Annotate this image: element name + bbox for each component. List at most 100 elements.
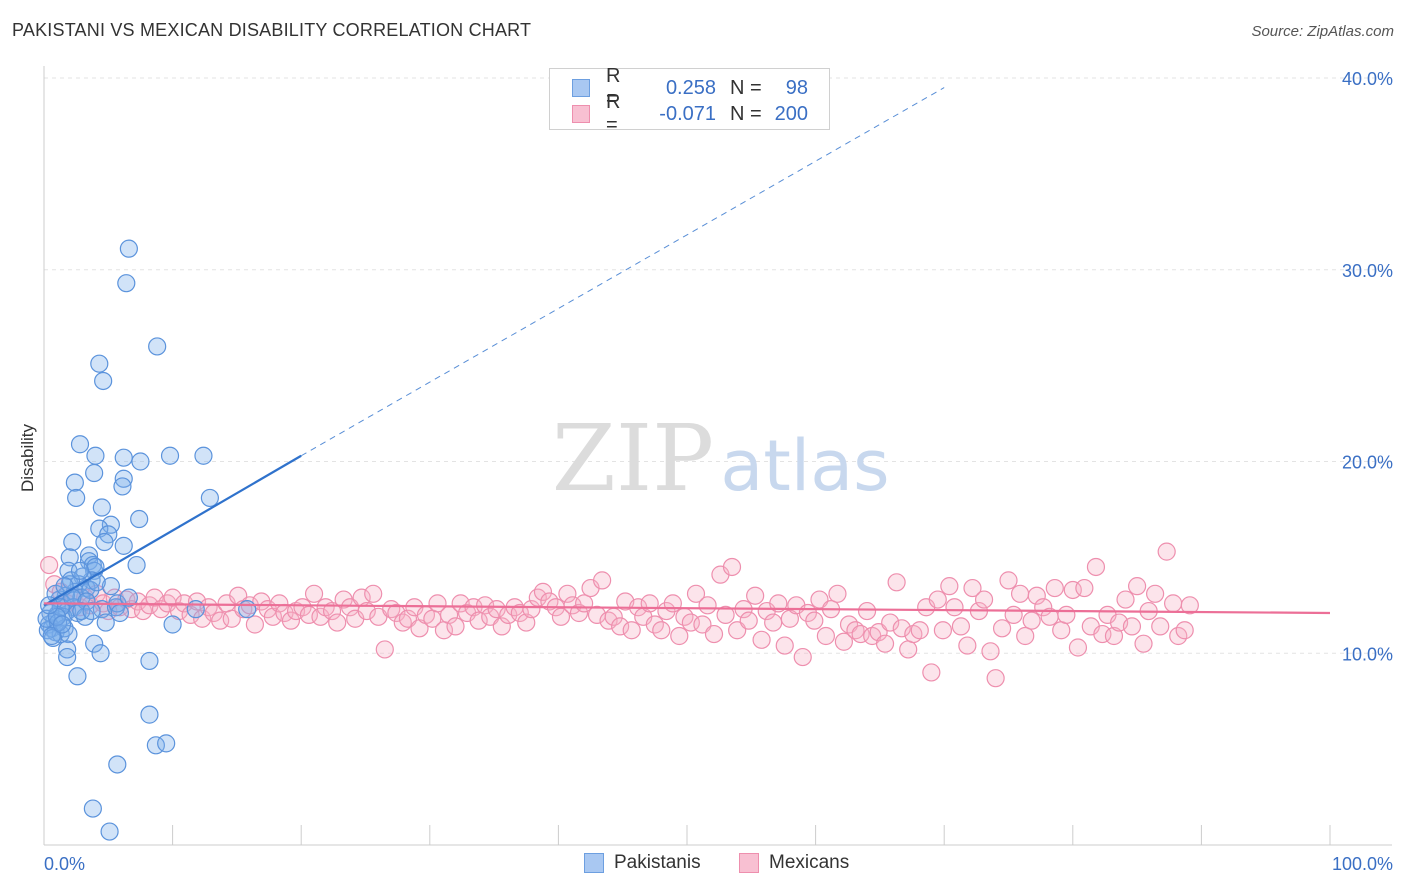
pakistanis-points bbox=[37, 239, 257, 841]
data-point bbox=[96, 613, 115, 632]
data-point bbox=[686, 584, 706, 603]
legend-n-value: 200 bbox=[774, 102, 808, 125]
data-point bbox=[1122, 617, 1142, 636]
data-point bbox=[200, 488, 219, 508]
data-point bbox=[704, 624, 724, 644]
data-point bbox=[211, 611, 230, 630]
data-point bbox=[928, 590, 947, 609]
data-point bbox=[951, 617, 971, 636]
data-point bbox=[1180, 596, 1199, 615]
data-point bbox=[91, 644, 110, 663]
data-point bbox=[752, 630, 771, 649]
data-point bbox=[716, 605, 735, 625]
data-point bbox=[160, 446, 180, 465]
data-point bbox=[119, 239, 138, 258]
data-point bbox=[387, 603, 406, 623]
data-point bbox=[245, 615, 265, 634]
stats-legend: R = 0.258 N = 98 R = -0.071 N = 200 bbox=[549, 65, 830, 136]
legend-swatch-mexicans bbox=[739, 853, 759, 873]
data-point bbox=[281, 611, 301, 630]
data-point bbox=[816, 626, 835, 646]
data-point bbox=[805, 611, 824, 630]
data-point bbox=[1175, 621, 1194, 640]
data-point bbox=[974, 590, 994, 609]
data-point bbox=[981, 642, 1000, 661]
data-point bbox=[119, 588, 138, 607]
data-point bbox=[238, 600, 257, 619]
data-point bbox=[92, 498, 111, 517]
data-point bbox=[70, 435, 90, 454]
data-point bbox=[140, 705, 159, 724]
legend-row-mexicans: R = -0.071 N = 200 bbox=[572, 91, 808, 136]
data-point bbox=[446, 617, 465, 636]
data-point bbox=[85, 463, 104, 483]
legend-item-pakistanis[interactable]: Pakistanis bbox=[584, 852, 701, 874]
data-point bbox=[87, 573, 106, 592]
data-point bbox=[110, 603, 129, 623]
data-point bbox=[1157, 542, 1176, 561]
data-point bbox=[510, 603, 529, 623]
watermark: ZIP atlas bbox=[552, 405, 890, 512]
data-point bbox=[1057, 605, 1076, 625]
data-point bbox=[95, 532, 114, 552]
data-point bbox=[1134, 634, 1153, 653]
data-point bbox=[117, 274, 136, 293]
y-axis-label: Disability bbox=[18, 423, 37, 493]
data-point bbox=[364, 584, 383, 603]
legend-r-value: -0.071 bbox=[659, 102, 716, 125]
data-point bbox=[67, 488, 86, 508]
y-tick-label: 30.0% bbox=[1342, 261, 1393, 281]
data-point bbox=[127, 555, 146, 575]
data-point bbox=[94, 371, 113, 391]
data-point bbox=[1052, 621, 1071, 640]
data-point bbox=[1016, 626, 1035, 646]
tick-labels: 10.0% 20.0% 30.0% 40.0% 0.0% 100.0% bbox=[44, 69, 1393, 874]
legend-n-value: 98 bbox=[785, 76, 808, 99]
axes bbox=[43, 66, 1392, 846]
watermark-atlas: atlas bbox=[720, 425, 889, 507]
data-point bbox=[68, 667, 87, 686]
data-point bbox=[1027, 586, 1046, 605]
mexicans-points bbox=[40, 542, 1199, 688]
data-point bbox=[186, 600, 205, 619]
legend-item-mexicans[interactable]: Mexicans bbox=[739, 852, 849, 874]
data-point bbox=[933, 621, 953, 640]
data-point bbox=[114, 536, 133, 555]
data-point bbox=[670, 626, 689, 646]
data-point bbox=[1151, 617, 1170, 636]
data-point bbox=[148, 337, 167, 356]
legend-n-label: N = bbox=[730, 76, 762, 99]
trend-lines bbox=[43, 87, 1331, 615]
data-point bbox=[992, 619, 1012, 638]
chart-title: PAKISTANI VS MEXICAN DISABILITY CORRELAT… bbox=[12, 20, 532, 40]
data-point bbox=[681, 613, 700, 632]
data-point bbox=[85, 634, 104, 653]
watermark-zip: ZIP bbox=[552, 405, 714, 512]
data-point bbox=[1146, 584, 1165, 603]
data-point bbox=[945, 598, 964, 617]
data-point bbox=[108, 755, 127, 774]
pakistanis-trend-line bbox=[43, 454, 302, 607]
data-point bbox=[304, 584, 324, 603]
data-point bbox=[100, 822, 119, 841]
legend-r-value: 0.258 bbox=[665, 76, 716, 99]
data-point bbox=[922, 663, 941, 682]
data-point bbox=[469, 611, 488, 630]
y-tick-label: 20.0% bbox=[1342, 453, 1393, 473]
data-point bbox=[764, 613, 783, 632]
data-point bbox=[698, 596, 717, 615]
data-point bbox=[77, 592, 96, 611]
legend-r-label: R = bbox=[606, 91, 621, 136]
data-point bbox=[522, 600, 541, 619]
data-point bbox=[428, 594, 447, 613]
data-point bbox=[640, 594, 659, 613]
data-point bbox=[1068, 638, 1088, 657]
data-point bbox=[86, 446, 105, 465]
data-point bbox=[622, 621, 641, 640]
data-point bbox=[157, 734, 176, 753]
legend-swatch-pakistanis bbox=[584, 853, 604, 873]
data-point bbox=[52, 615, 72, 634]
data-point bbox=[70, 561, 90, 580]
series-legend: Pakistanis Mexicans bbox=[0, 852, 1406, 876]
data-point bbox=[163, 615, 182, 634]
